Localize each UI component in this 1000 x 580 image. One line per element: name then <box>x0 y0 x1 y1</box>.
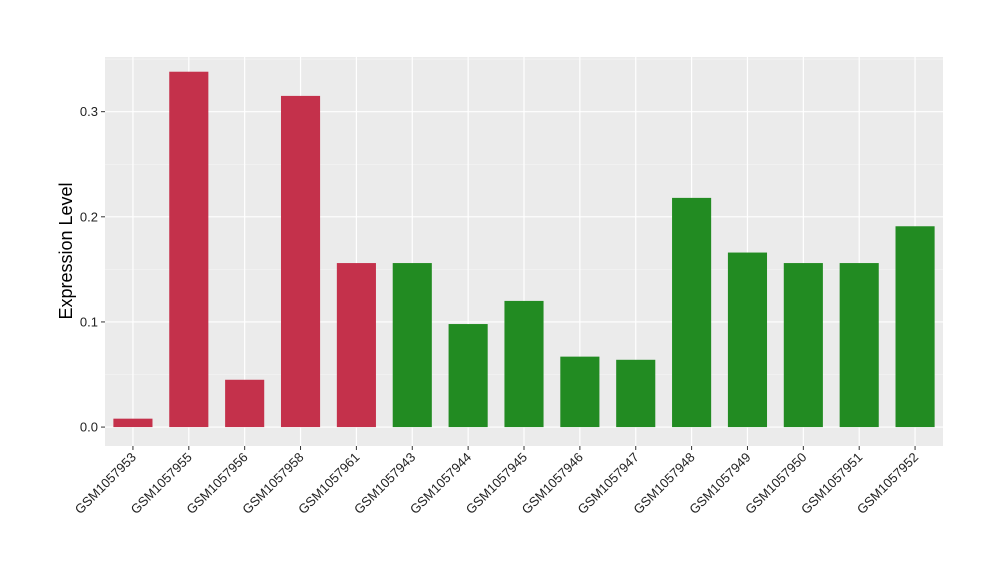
bar-GSM1057958 <box>280 95 321 428</box>
bar-GSM1057956 <box>225 379 265 428</box>
bar-GSM1057955 <box>169 71 209 428</box>
bar-GSM1057948 <box>672 197 712 428</box>
bar-GSM1057951 <box>839 263 879 428</box>
y-axis-title: Expression Level <box>56 182 76 319</box>
bar-GSM1057943 <box>392 263 432 428</box>
y-axis: 0.0 0.1 0.2 0.3 <box>80 104 105 435</box>
y-tick-label: 0.0 <box>80 420 98 435</box>
bar-GSM1057950 <box>783 263 823 428</box>
y-tick-label: 0.3 <box>80 104 98 119</box>
bar-GSM1057953 <box>113 418 153 428</box>
bar-GSM1057944 <box>448 324 488 428</box>
bars <box>113 71 935 428</box>
bar-GSM1057946 <box>560 356 600 428</box>
y-tick-label: 0.2 <box>80 209 98 224</box>
bar-GSM1057945 <box>504 300 544 428</box>
bar-GSM1057947 <box>616 359 656 428</box>
bar-GSM1057952 <box>895 226 935 428</box>
x-axis: GSM1057953GSM1057955GSM1057956GSM1057958… <box>72 446 921 517</box>
bar-GSM1057961 <box>336 263 376 428</box>
y-tick-label: 0.1 <box>80 314 98 329</box>
bar-GSM1057949 <box>727 252 768 428</box>
